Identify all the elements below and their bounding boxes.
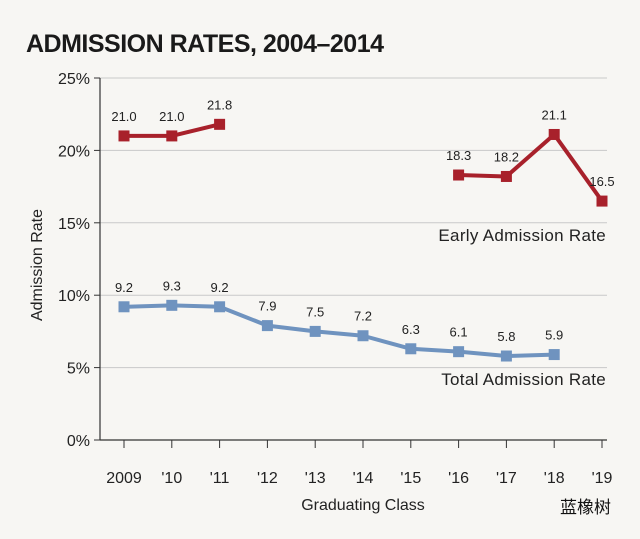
series-line bbox=[458, 132, 604, 203]
data-label: 5.8 bbox=[497, 329, 515, 344]
series-label-total: Total Admission Rate bbox=[441, 370, 606, 389]
data-point bbox=[261, 320, 273, 332]
series-label-early: Early Admission Rate bbox=[438, 226, 606, 245]
x-tick-label: '14 bbox=[353, 470, 374, 487]
data-point bbox=[357, 330, 369, 342]
data-label: 18.2 bbox=[494, 149, 519, 164]
data-point bbox=[500, 170, 512, 182]
series-group: 21.0 21.0 21.8 18.3 18.2 21.1 16.5 9.2 9.3 9.2 7.9… bbox=[111, 97, 615, 362]
x-tick-label: 2009 bbox=[106, 470, 142, 487]
data-label: 21.8 bbox=[207, 97, 232, 112]
watermark: 蓝橡树 bbox=[560, 498, 611, 518]
data-label: 6.1 bbox=[450, 325, 468, 340]
data-label: 16.5 bbox=[589, 174, 614, 189]
data-point bbox=[596, 195, 608, 207]
x-tick-label: '12 bbox=[257, 470, 278, 487]
chart-title: ADMISSION RATES, 2004–2014 bbox=[26, 30, 384, 58]
series-total: 9.2 9.3 9.2 7.9 7.5 7.2 6.3 6.1 5.8 5.9 bbox=[115, 278, 563, 362]
x-tick-label: '19 bbox=[592, 470, 613, 487]
x-tick-label: '10 bbox=[161, 470, 182, 487]
x-axis-label: Graduating Class bbox=[301, 497, 425, 514]
data-point bbox=[214, 118, 226, 130]
grid bbox=[94, 77, 607, 448]
data-label: 7.9 bbox=[258, 299, 276, 314]
data-point bbox=[166, 299, 178, 311]
data-point bbox=[309, 325, 321, 337]
y-tick-label: 25% bbox=[58, 71, 90, 88]
data-point bbox=[548, 128, 560, 140]
x-tick-label: '16 bbox=[448, 470, 469, 487]
data-point bbox=[500, 350, 512, 362]
data-label: 21.0 bbox=[159, 109, 184, 124]
data-point bbox=[118, 130, 130, 142]
series-line bbox=[123, 303, 555, 359]
y-axis-label: Admission Rate bbox=[29, 209, 46, 321]
data-point bbox=[548, 349, 560, 361]
x-tick-label: '18 bbox=[544, 470, 565, 487]
x-tick-label: '17 bbox=[496, 470, 517, 487]
data-point bbox=[118, 301, 130, 313]
data-point bbox=[453, 169, 465, 181]
y-tick-label: 0% bbox=[67, 433, 90, 450]
data-point bbox=[166, 130, 178, 142]
data-label: 18.3 bbox=[446, 148, 471, 163]
data-point bbox=[453, 346, 465, 358]
y-tick-label: 15% bbox=[58, 216, 90, 233]
data-label: 6.3 bbox=[402, 322, 420, 337]
y-tick-label: 10% bbox=[58, 288, 90, 305]
x-tick-label: '11 bbox=[210, 470, 230, 487]
data-point bbox=[214, 301, 226, 313]
data-label: 21.1 bbox=[542, 107, 567, 122]
x-tick-label: '13 bbox=[305, 470, 326, 487]
data-label: 5.9 bbox=[545, 328, 563, 343]
data-label: 7.2 bbox=[354, 309, 372, 324]
x-tick-label: '15 bbox=[400, 470, 421, 487]
data-label: 7.5 bbox=[306, 304, 324, 319]
x-axis-ticks: 2009 '10 '11 '12 '13 '14 '15 '16 '17 '18 '19 bbox=[106, 470, 612, 487]
series-early: 21.0 21.0 21.8 18.3 18.2 21.1 16.5 bbox=[111, 97, 615, 207]
y-tick-label: 20% bbox=[58, 143, 90, 160]
data-label: 9.3 bbox=[163, 278, 181, 293]
y-tick-label: 5% bbox=[67, 361, 90, 378]
data-point bbox=[405, 343, 417, 355]
data-label: 9.2 bbox=[115, 280, 133, 295]
y-axis-ticks: 0% 5% 10% 15% 20% 25% bbox=[58, 71, 90, 450]
data-label: 9.2 bbox=[211, 280, 229, 295]
data-label: 21.0 bbox=[111, 109, 136, 124]
